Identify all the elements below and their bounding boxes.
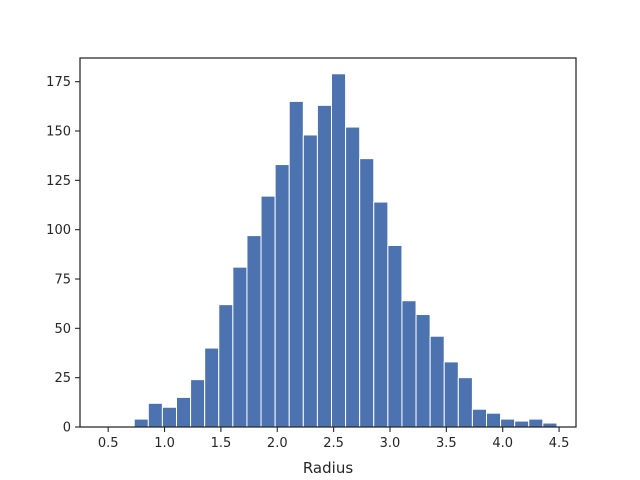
histogram-bar: [528, 418, 544, 428]
histogram-bar: [373, 201, 389, 428]
y-tick-label: 25: [54, 371, 71, 386]
histogram-bar: [260, 195, 276, 428]
histogram-bar: [429, 335, 445, 428]
histogram-bar: [175, 396, 192, 428]
histogram-bar: [345, 126, 361, 428]
histogram-bar: [316, 104, 332, 428]
plot-frame: [79, 57, 577, 428]
y-tick-label: 0: [63, 421, 71, 436]
histogram-bar: [457, 377, 473, 428]
histogram-bar: [147, 402, 163, 428]
histogram-bar: [485, 412, 502, 428]
histogram-bar: [443, 361, 459, 428]
histogram-bar: [415, 314, 431, 428]
histogram-bar: [204, 347, 220, 428]
histogram-bar: [514, 420, 530, 428]
bars-group: [133, 73, 558, 428]
histogram-bar: [274, 164, 290, 428]
x-tick-label: 2.0: [267, 436, 288, 451]
histogram-bar: [330, 73, 347, 428]
y-tick-label: 150: [46, 125, 71, 140]
histogram-bar: [302, 134, 318, 428]
y-tick-label: 75: [54, 273, 71, 288]
x-tick-label: 2.5: [323, 436, 344, 451]
histogram-bar: [401, 300, 417, 428]
histogram-bar: [246, 235, 262, 428]
x-tick-label: 4.0: [492, 436, 513, 451]
y-tick-label: 125: [46, 174, 71, 189]
x-axis-ticks: 0.5 1.0 1.5 2.0 2.5 3.0 3.5 4.0 4.5: [98, 427, 570, 451]
x-tick-label: 1.0: [154, 436, 175, 451]
y-axis-ticks: 0 25 50 75 100 125 150 175: [46, 75, 80, 436]
histogram-bar: [288, 100, 304, 428]
histogram-bar: [387, 244, 403, 428]
histogram-bar: [471, 408, 487, 428]
histogram-bar: [500, 418, 516, 428]
x-tick-label: 1.5: [211, 436, 232, 451]
x-tick-label: 3.5: [436, 436, 457, 451]
y-tick-label: 50: [54, 322, 71, 337]
x-tick-label: 0.5: [98, 436, 119, 451]
x-tick-label: 3.0: [380, 436, 401, 451]
y-tick-label: 175: [46, 75, 71, 90]
histogram-bar: [232, 266, 248, 428]
histogram-bar: [133, 418, 149, 428]
x-axis-label: Radius: [303, 459, 353, 477]
x-tick-label: 4.5: [549, 436, 570, 451]
histogram-bar: [359, 158, 375, 428]
y-tick-label: 100: [46, 223, 71, 238]
histogram-bar: [190, 379, 206, 428]
histogram-bar: [161, 406, 177, 428]
histogram-bar: [218, 304, 234, 428]
